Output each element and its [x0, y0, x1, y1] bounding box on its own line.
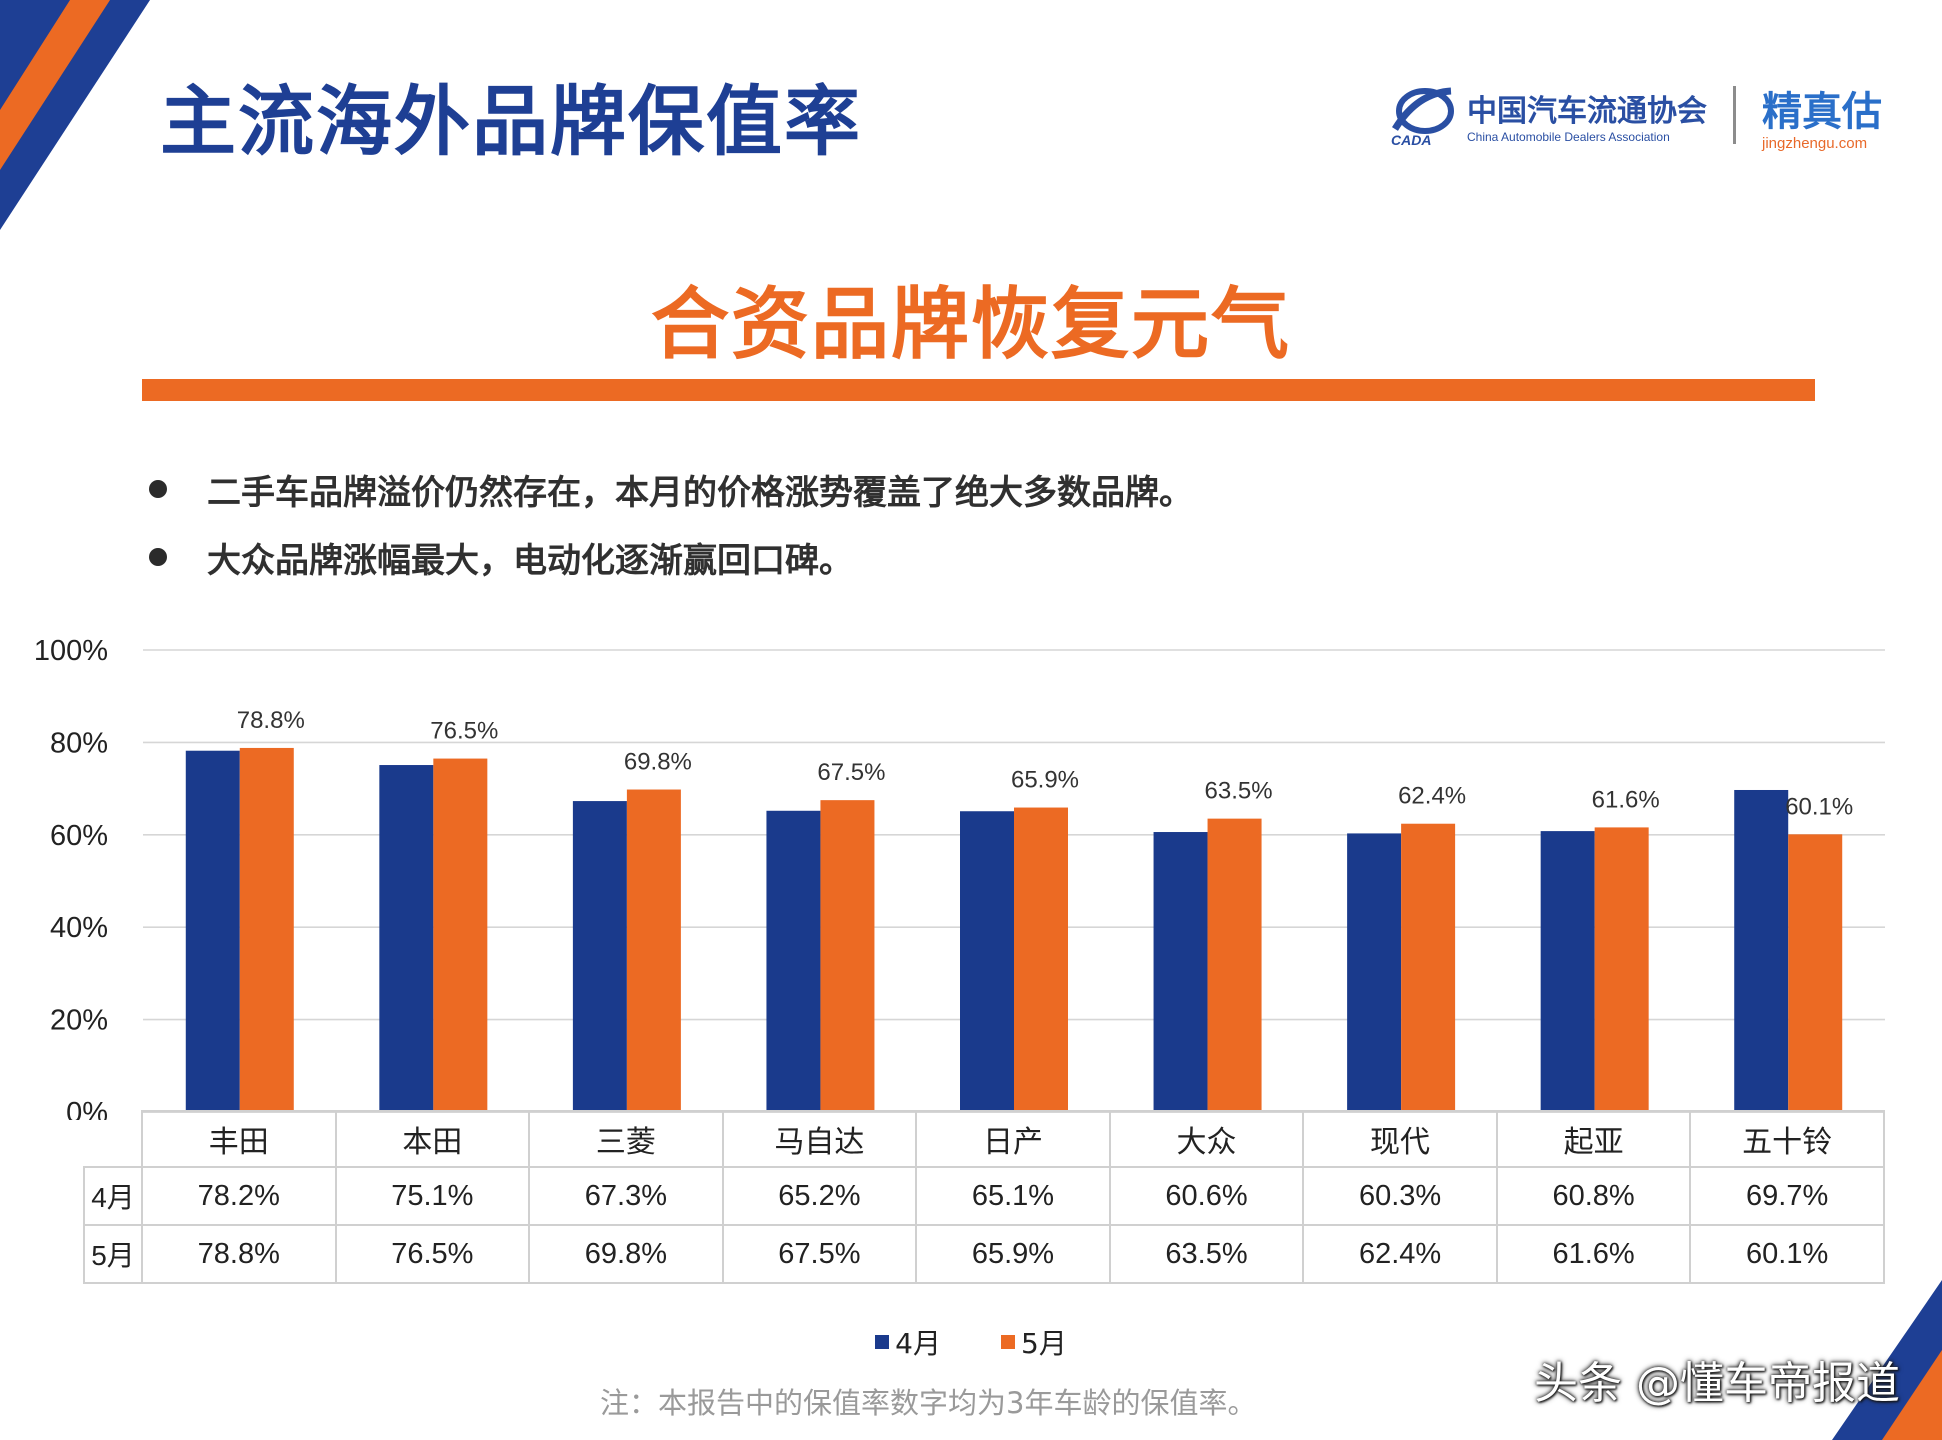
bar-may	[820, 800, 875, 1112]
table-header-cell: 本田	[334, 1110, 531, 1168]
data-label: 78.8%	[237, 707, 305, 734]
legend-label: 4月	[895, 1327, 941, 1360]
bullet-list: 二手车品牌溢价仍然存在，本月的价格涨势覆盖了绝大多数品牌。 大众品牌涨幅最大，电…	[145, 455, 1193, 591]
bullet-dot-icon	[149, 548, 167, 566]
table-cell: 60.1%	[1689, 1224, 1885, 1284]
y-tick-label: 20%	[50, 1005, 108, 1037]
legend-swatch-may	[1001, 1335, 1015, 1349]
data-label: 61.6%	[1592, 786, 1660, 813]
bar-april	[1540, 831, 1595, 1112]
table-cell: 78.8%	[141, 1224, 337, 1284]
bar-may	[433, 758, 488, 1112]
bullet-dot-icon	[149, 480, 167, 498]
association-name-cn: 中国汽车流通协会	[1467, 94, 1707, 129]
data-label: 76.5%	[430, 718, 498, 745]
bar-april	[960, 811, 1014, 1112]
data-label: 60.1%	[1785, 793, 1853, 820]
table-row: 5月 78.8% 76.5% 69.8% 67.5% 65.9% 63.5% 6…	[83, 1224, 1885, 1284]
corner-decoration-top-left	[0, 0, 150, 230]
data-label: 63.5%	[1205, 778, 1273, 805]
table-cell: 61.6%	[1495, 1224, 1692, 1284]
data-table: 丰田 本田 三菱 马自达 日产 大众 现代 起亚 五十铃 4月 78.2% 75…	[83, 1110, 1885, 1284]
orange-divider-bar	[142, 379, 1815, 401]
table-header-cell: 现代	[1302, 1110, 1498, 1168]
bar-may	[626, 789, 681, 1112]
footnote: 注：本报告中的保值率数字均为3年车龄的保值率。	[600, 1386, 1257, 1420]
bar-may	[1207, 818, 1262, 1112]
cada-abbr: CADA	[1391, 132, 1431, 147]
table-cell: 60.3%	[1302, 1166, 1498, 1226]
table-row-label: 4月	[83, 1166, 143, 1226]
table-cell: 63.5%	[1108, 1224, 1305, 1284]
bar-may	[1014, 807, 1068, 1112]
bar-april	[766, 810, 821, 1112]
jingzhengu-logo: 精真估 jingzhengu.com	[1762, 79, 1882, 152]
bullet-text: 二手车品牌溢价仍然存在，本月的价格涨势覆盖了绝大多数品牌。	[207, 472, 1193, 513]
y-tick-label: 100%	[34, 635, 108, 667]
table-cell: 69.7%	[1689, 1166, 1885, 1226]
legend-swatch-april	[875, 1335, 890, 1349]
table-cell: 65.1%	[915, 1166, 1111, 1226]
table-cell: 69.8%	[528, 1224, 724, 1284]
table-header-cell: 日产	[915, 1110, 1111, 1168]
table-corner-cell	[84, 1111, 143, 1168]
table-cell: 76.5%	[334, 1224, 531, 1284]
data-label: 65.9%	[1011, 767, 1079, 794]
table-header-cell: 起亚	[1495, 1110, 1692, 1168]
bar-may	[1594, 827, 1649, 1112]
bar-may	[1401, 823, 1456, 1112]
data-label: 62.4%	[1398, 783, 1466, 810]
table-cell: 75.1%	[334, 1166, 531, 1226]
cada-emblem-icon: CADA	[1391, 87, 1454, 147]
data-label: 69.8%	[624, 749, 692, 776]
brand-domain: jingzhengu.com	[1762, 134, 1868, 152]
page-title: 主流海外品牌保值率	[160, 77, 862, 166]
table-cell: 78.2%	[141, 1166, 337, 1226]
table-row-label: 5月	[83, 1224, 143, 1284]
table-header-cell: 三菱	[528, 1110, 724, 1168]
logo-area: CADA 中国汽车流通协会 China Automobile Dealers A…	[1387, 70, 1882, 160]
y-tick-label: 60%	[50, 820, 108, 852]
source-watermark: 头条 @懂车帝报道	[1534, 1358, 1900, 1409]
bar-april	[1734, 789, 1789, 1112]
table-cell: 65.9%	[915, 1224, 1111, 1284]
bar-april	[185, 750, 240, 1112]
association-name-en: China Automobile Dealers Association	[1467, 130, 1670, 144]
table-header-cell: 马自达	[721, 1110, 918, 1168]
bar-april	[572, 801, 627, 1112]
table-header-row: 丰田 本田 三菱 马自达 日产 大众 现代 起亚 五十铃	[84, 1110, 1885, 1168]
table-cell: 67.3%	[528, 1166, 724, 1226]
bullet-item: 大众品牌涨幅最大，电动化逐渐赢回口碑。	[145, 523, 1193, 591]
bar-april	[1153, 832, 1208, 1112]
logo-divider	[1733, 86, 1736, 144]
table-header-cell: 大众	[1108, 1110, 1305, 1168]
bar-may	[239, 747, 294, 1112]
data-label: 67.5%	[817, 759, 885, 786]
legend-item-april: 4月	[875, 1322, 941, 1362]
table-cell: 67.5%	[721, 1224, 918, 1284]
legend-label: 5月	[1021, 1327, 1067, 1360]
table-header-cell: 五十铃	[1689, 1110, 1885, 1168]
table-cell: 65.2%	[721, 1166, 918, 1226]
y-tick-label: 80%	[50, 727, 108, 759]
slide-subtitle: 合资品牌恢复元气	[650, 280, 1291, 370]
y-tick-label: 40%	[50, 912, 108, 944]
bar-chart: 0%20%40%60%80%100%78.8% 76.5%69.8% 67.5% 65…	[34, 635, 1885, 1120]
bar-april	[379, 765, 434, 1112]
chart-legend: 4月 5月	[0, 1322, 1942, 1362]
bullet-text: 大众品牌涨幅最大，电动化逐渐赢回口碑。	[207, 540, 853, 581]
bullet-item: 二手车品牌溢价仍然存在，本月的价格涨势覆盖了绝大多数品牌。	[145, 455, 1193, 523]
table-row: 4月 78.2% 75.1% 67.3% 65.2% 65.1% 60.6% 6…	[83, 1166, 1885, 1226]
table-header-cell: 丰田	[141, 1110, 337, 1168]
table-cell: 62.4%	[1302, 1224, 1498, 1284]
legend-item-may: 5月	[1001, 1322, 1067, 1362]
corner-decoration-bottom-right	[1832, 1280, 1942, 1440]
bar-april	[1347, 833, 1402, 1112]
table-cell: 60.8%	[1495, 1166, 1692, 1226]
cada-logo: CADA 中国汽车流通协会 China Automobile Dealers A…	[1387, 83, 1707, 147]
brand-name-cn: 精真估	[1762, 88, 1882, 135]
bar-may	[1788, 834, 1843, 1112]
table-cell: 60.6%	[1108, 1166, 1305, 1226]
